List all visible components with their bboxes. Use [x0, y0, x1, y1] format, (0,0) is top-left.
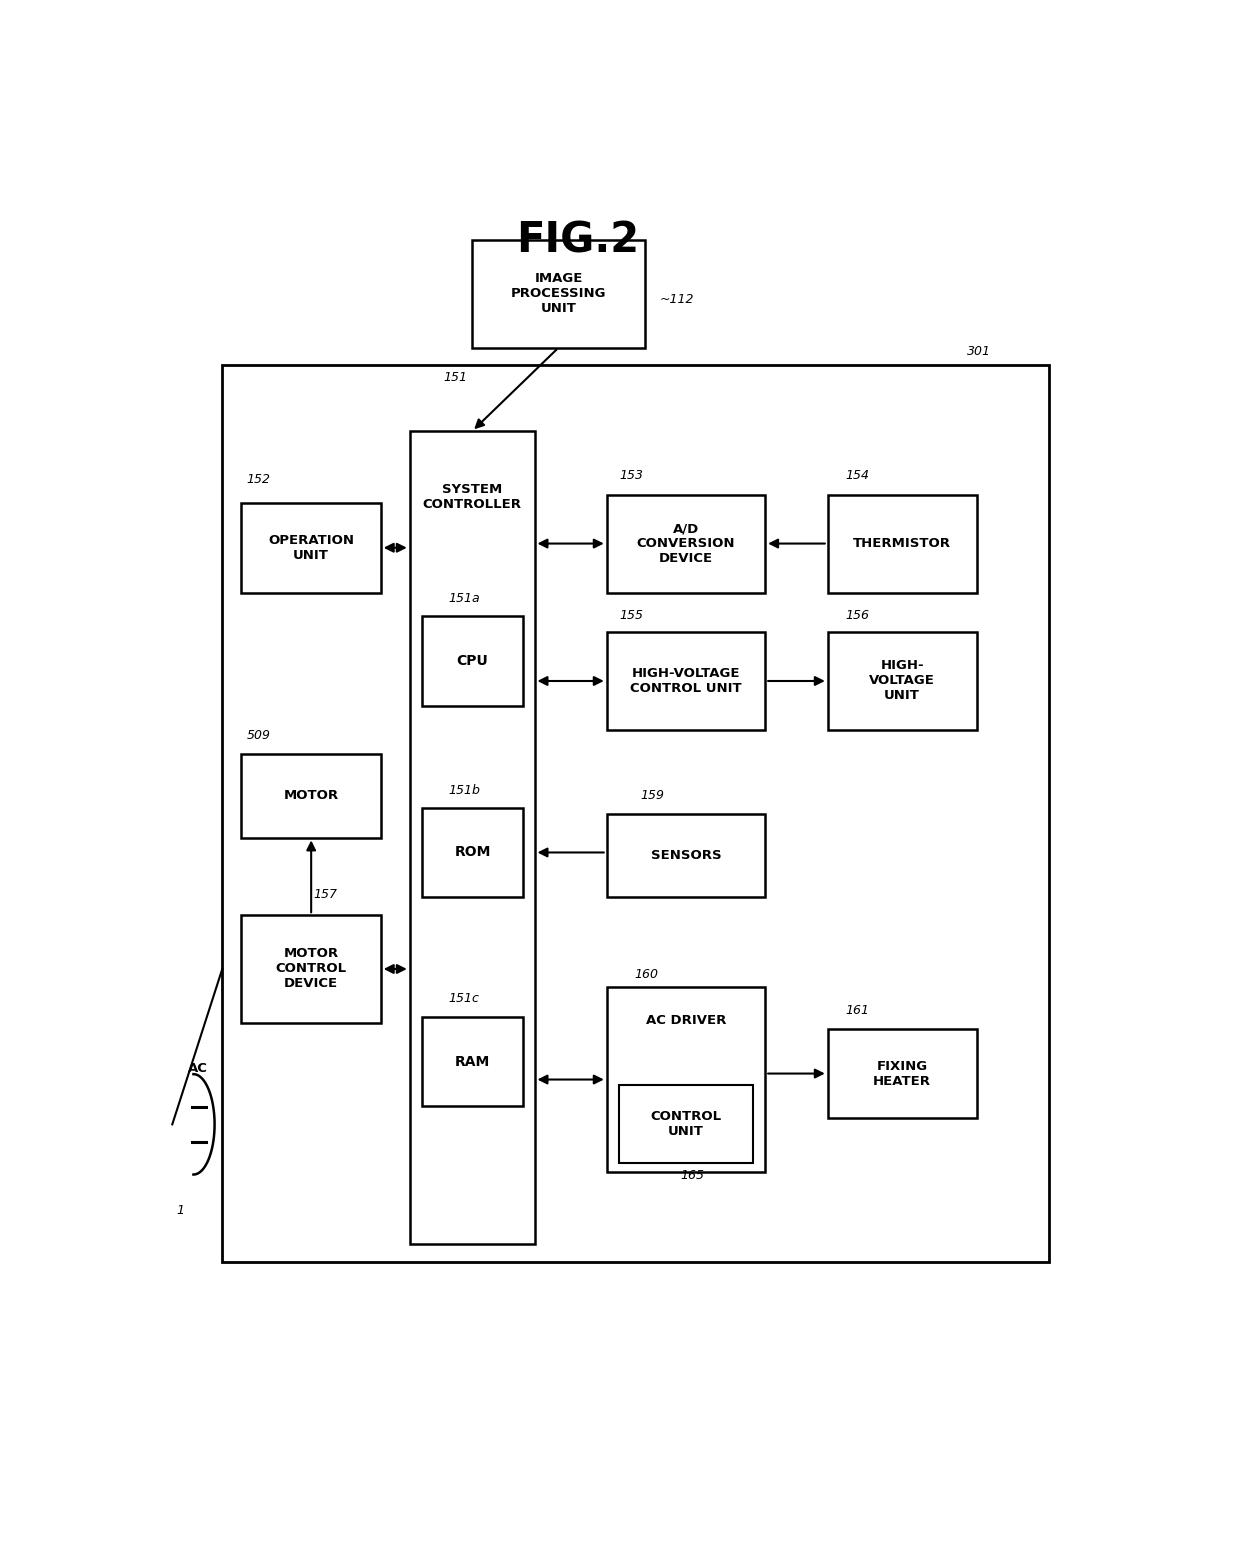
Text: AC DRIVER: AC DRIVER: [646, 1013, 727, 1027]
Text: ROM: ROM: [454, 846, 491, 860]
Text: 152: 152: [247, 472, 270, 486]
Text: 160: 160: [635, 968, 658, 981]
Bar: [828, 632, 977, 729]
Text: SENSORS: SENSORS: [651, 849, 722, 861]
Text: 151: 151: [444, 371, 467, 383]
Bar: [222, 366, 1049, 1262]
Bar: [242, 754, 381, 838]
Text: 156: 156: [844, 608, 869, 622]
Text: MOTOR
CONTROL
DEVICE: MOTOR CONTROL DEVICE: [275, 947, 347, 990]
Text: MOTOR: MOTOR: [284, 790, 339, 802]
Text: 155: 155: [619, 608, 644, 622]
Bar: [606, 813, 765, 897]
Text: 151b: 151b: [448, 784, 480, 798]
Bar: [472, 241, 645, 348]
Text: ~112: ~112: [660, 293, 694, 306]
Text: 153: 153: [619, 469, 644, 483]
Bar: [422, 807, 523, 897]
Text: 509: 509: [247, 729, 270, 742]
Text: FIG.2: FIG.2: [516, 219, 640, 261]
Text: HIGH-
VOLTAGE
UNIT: HIGH- VOLTAGE UNIT: [869, 660, 935, 703]
Text: FIXING
HEATER: FIXING HEATER: [873, 1060, 931, 1088]
Text: 161: 161: [844, 1004, 869, 1017]
Bar: [422, 1017, 523, 1107]
Text: IMAGE
PROCESSING
UNIT: IMAGE PROCESSING UNIT: [511, 272, 606, 315]
Text: 151a: 151a: [448, 591, 480, 605]
Bar: [828, 495, 977, 593]
Text: A/D
CONVERSION
DEVICE: A/D CONVERSION DEVICE: [636, 521, 735, 565]
Text: THERMISTOR: THERMISTOR: [853, 537, 951, 549]
Text: 301: 301: [967, 345, 991, 357]
Text: SYSTEM
CONTROLLER: SYSTEM CONTROLLER: [423, 483, 522, 511]
Bar: [242, 916, 381, 1023]
Text: 159: 159: [640, 790, 665, 802]
Bar: [606, 987, 765, 1172]
Text: 165: 165: [681, 1169, 704, 1183]
Bar: [828, 1029, 977, 1119]
Text: 154: 154: [844, 469, 869, 483]
Text: 157: 157: [314, 888, 337, 902]
Text: HIGH-VOLTAGE
CONTROL UNIT: HIGH-VOLTAGE CONTROL UNIT: [630, 667, 742, 695]
Text: CONTROL
UNIT: CONTROL UNIT: [651, 1110, 722, 1138]
Text: CPU: CPU: [456, 655, 489, 669]
Bar: [242, 503, 381, 593]
Bar: [619, 1085, 753, 1162]
Text: 1: 1: [176, 1204, 185, 1217]
Text: OPERATION
UNIT: OPERATION UNIT: [268, 534, 355, 562]
Text: RAM: RAM: [455, 1055, 490, 1069]
Bar: [422, 616, 523, 706]
Text: 151c: 151c: [448, 992, 479, 1006]
Bar: [606, 632, 765, 729]
Bar: [409, 431, 534, 1243]
Text: AC: AC: [187, 1062, 207, 1074]
Bar: [606, 495, 765, 593]
